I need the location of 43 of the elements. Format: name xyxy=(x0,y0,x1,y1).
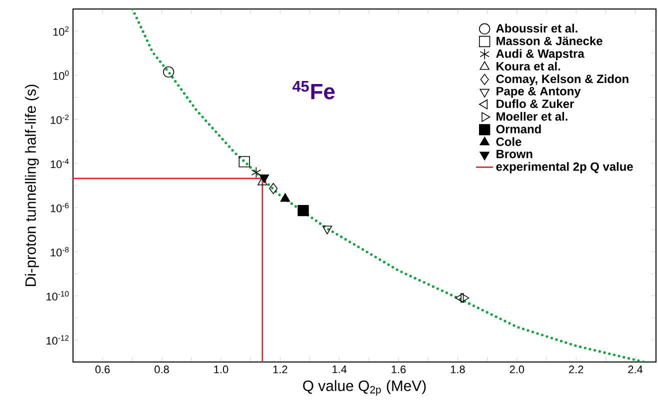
y-tick-label: 10$^{-6}$ xyxy=(50,202,69,212)
x-tick-label: 1.8 xyxy=(450,366,465,374)
x-tick-label: 2.0 xyxy=(510,366,524,374)
x-tick-label: 2.2 xyxy=(569,366,584,374)
point xyxy=(238,156,250,168)
y-tick-label: 10$^{-12}$ xyxy=(46,335,69,345)
point xyxy=(322,226,332,234)
point xyxy=(298,205,309,216)
x-tick-label: 1.0 xyxy=(214,366,228,374)
legend-label: Cole xyxy=(496,137,522,146)
x-tick-label: 1.4 xyxy=(332,366,347,374)
legend-label: Koura et al. xyxy=(496,62,560,70)
legend-label: Comay, Kelson & Zidon xyxy=(496,74,628,86)
point xyxy=(163,66,174,78)
legend-label: experimental 2p Q value xyxy=(496,162,633,174)
y-tick-label: 10$^{-8}$ xyxy=(50,246,69,256)
point xyxy=(251,166,262,178)
x-tick-label: 1.2 xyxy=(273,366,288,374)
y-axis-title: Di-proton tunnelling half-life (s) xyxy=(24,84,39,286)
legend-label: Duflo & Zuker xyxy=(496,99,574,108)
y-tick-label: 10$^{-4}$ xyxy=(50,158,69,168)
y-tick-label: 10$^{-2}$ xyxy=(50,114,69,124)
y-tick-label: 10$^{-10}$ xyxy=(46,291,69,301)
annotation: $^{45}$Fe xyxy=(292,81,335,100)
x-tick-label: 0.8 xyxy=(154,366,169,374)
point xyxy=(460,293,470,303)
x-tick-label: 0.6 xyxy=(95,366,110,374)
legend-label: Ormand xyxy=(496,124,541,134)
legend-label: Brown xyxy=(496,150,532,158)
y-tick-label: 10$^{0}$ xyxy=(53,70,69,80)
x-tick-label: 1.6 xyxy=(392,366,406,374)
legend-label: Pape & Antony xyxy=(496,87,581,98)
x-axis-title: Q value Q$_{2p}$ (MeV) xyxy=(303,380,426,396)
line-series xyxy=(131,9,646,362)
legend-label: Audi & Wapstra xyxy=(496,49,584,60)
point xyxy=(269,182,278,194)
y-tick-label: 10$^{2}$ xyxy=(53,26,69,36)
point xyxy=(280,193,290,202)
legend-label: Aboussir et al. xyxy=(496,24,578,33)
legend-label: Moeller et al. xyxy=(496,112,568,121)
point xyxy=(455,293,464,303)
x-tick-label: 2.4 xyxy=(628,366,643,374)
legend-label: Masson & Jänecke xyxy=(496,36,602,46)
